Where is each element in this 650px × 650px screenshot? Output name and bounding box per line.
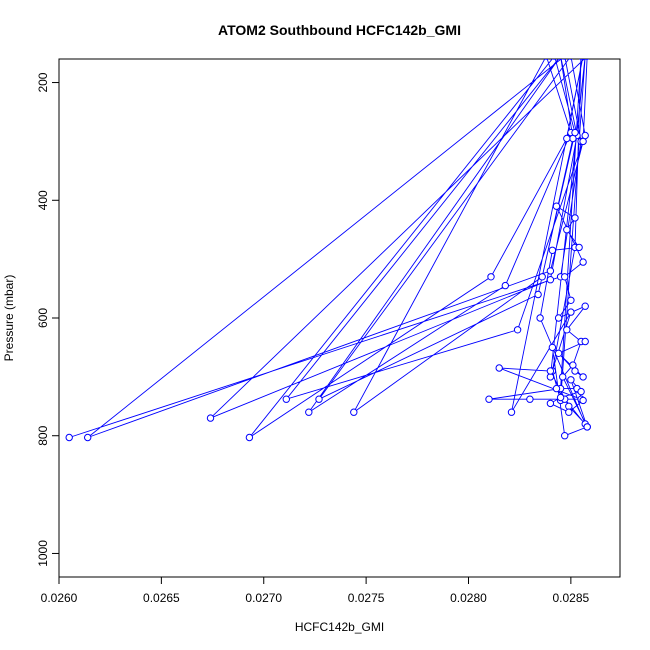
- data-point: [558, 59, 563, 60]
- data-point: [84, 433, 92, 442]
- data-point: [65, 433, 73, 442]
- data-point: [554, 349, 563, 357]
- data-point: [546, 276, 555, 284]
- y-tick-label: 200: [36, 72, 50, 92]
- data-point: [548, 343, 557, 352]
- data-point: [581, 302, 589, 310]
- data-point: [485, 395, 493, 403]
- data-point: [581, 131, 589, 140]
- data-point: [558, 59, 563, 60]
- data-point: [552, 384, 561, 393]
- x-axis: 0.0260 0.0265 0.0270 0.0275 0.0280 0.0285: [41, 577, 590, 605]
- data-point: [578, 59, 584, 60]
- data-point: [577, 387, 585, 396]
- data-point: [513, 326, 522, 334]
- data-point: [561, 273, 569, 281]
- data-point: [563, 326, 571, 334]
- data-point: [579, 258, 587, 266]
- data-point: [568, 59, 574, 60]
- data-point: [571, 214, 579, 222]
- y-tick-label: 600: [36, 308, 50, 328]
- data-point: [561, 432, 569, 440]
- data-point: [315, 395, 323, 403]
- data-point: [571, 128, 579, 137]
- data-point: [526, 395, 534, 403]
- data-point: [501, 281, 509, 290]
- data-point: [546, 267, 555, 275]
- y-axis: 200 400 600 800 1000: [36, 72, 59, 567]
- data-point: [350, 408, 358, 416]
- data-point: [579, 373, 587, 381]
- data-point: [487, 273, 495, 281]
- plot-frame: [58, 58, 621, 578]
- data-point: [562, 59, 567, 60]
- x-tick-label: 0.0260: [41, 591, 78, 605]
- series-line: [69, 59, 588, 438]
- data-point: [305, 408, 313, 416]
- data-point: [563, 134, 571, 143]
- series-layer: [65, 59, 591, 442]
- x-tick-label: 0.0270: [245, 591, 282, 605]
- data-point: [554, 314, 563, 322]
- data-point: [556, 393, 565, 402]
- data-point: [534, 290, 542, 299]
- x-tick-label: 0.0265: [143, 591, 180, 605]
- data-point: [495, 364, 503, 372]
- data-point: [548, 246, 557, 255]
- data-point: [536, 314, 544, 322]
- y-tick-label: 1000: [36, 540, 50, 567]
- x-tick-label: 0.0275: [348, 591, 385, 605]
- y-tick-label: 800: [36, 425, 50, 445]
- data-point: [546, 399, 555, 408]
- y-tick-label: 400: [36, 190, 50, 210]
- data-point: [546, 367, 555, 375]
- data-point: [563, 226, 571, 234]
- data-point: [583, 423, 591, 431]
- data-point: [245, 433, 254, 442]
- x-axis-label: HCFC142b_GMI: [295, 620, 384, 634]
- data-point: [582, 59, 588, 60]
- data-point: [584, 59, 590, 60]
- data-point: [538, 273, 546, 281]
- data-point: [567, 308, 575, 316]
- data-point: [282, 395, 290, 403]
- data-point: [206, 414, 215, 422]
- x-tick-label: 0.0285: [553, 591, 590, 605]
- chart-title: ATOM2 Southbound HCFC142b_GMI: [218, 22, 461, 38]
- data-point: [559, 373, 567, 381]
- data-point: [580, 59, 586, 60]
- y-axis-label: Pressure (mbar): [2, 275, 16, 362]
- data-point: [571, 367, 579, 375]
- data-point: [552, 59, 557, 60]
- data-point: [567, 296, 575, 304]
- data-point: [507, 408, 516, 416]
- data-point: [544, 59, 549, 60]
- data-point: [552, 202, 561, 210]
- data-point: [567, 376, 575, 384]
- data-point: [581, 337, 589, 346]
- data-point: [579, 396, 587, 405]
- data-point: [575, 243, 583, 252]
- x-tick-label: 0.0280: [450, 591, 487, 605]
- data-point: [565, 408, 573, 416]
